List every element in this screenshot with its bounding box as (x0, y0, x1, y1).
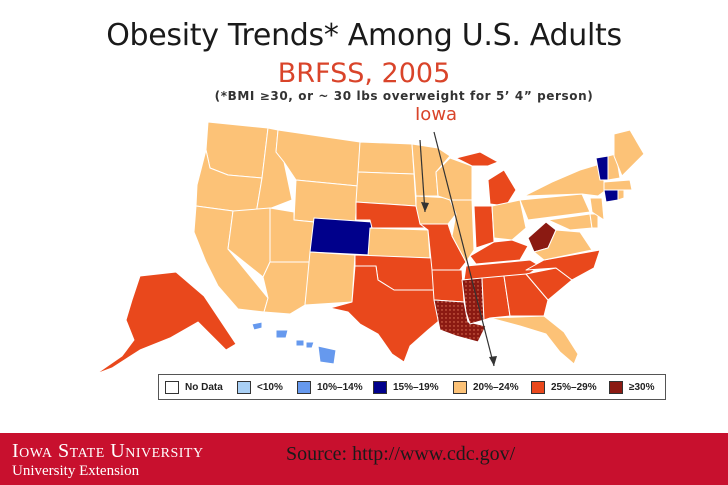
bmi-note: (*BMI ≥30, or ~ 30 lbs overweight for 5’… (214, 89, 594, 103)
legend-item-ge30: ≥30% (609, 379, 655, 395)
state-north-dakota (357, 141, 415, 175)
state-montana (275, 129, 361, 187)
legend-swatch (531, 380, 545, 394)
legend-swatch (237, 380, 251, 394)
legend-swatch (373, 380, 387, 394)
state-missouri (419, 223, 467, 273)
state-mississippi (461, 277, 485, 325)
iowa-callout-label: Iowa (415, 104, 458, 125)
state-colorado (309, 217, 373, 256)
state-delaware (589, 213, 599, 229)
legend-item-25-29: 25%–29% (531, 379, 597, 395)
legend-label: 15%–19% (393, 381, 439, 393)
state-florida (489, 315, 579, 365)
state-south-dakota (355, 171, 417, 207)
institution-name: Iowa State University (12, 440, 204, 462)
source-citation: Source: http://www.cdc.gov/ (286, 443, 516, 465)
legend-label: ≥30% (629, 381, 655, 393)
state-alabama (481, 275, 511, 321)
state-georgia (503, 273, 549, 317)
state-pennsylvania (519, 193, 591, 221)
legend-swatch (609, 380, 623, 394)
state-arizona (262, 261, 311, 315)
state-maine (613, 129, 645, 177)
map-legend: No Data <10% 10%–14% 15%–19% 20%–24% 25%… (158, 374, 666, 400)
legend-item-lt10: <10% (237, 379, 283, 395)
state-texas (329, 265, 441, 363)
state-hawaii (251, 321, 337, 365)
iowa-callout-arrows (419, 131, 495, 367)
legend-label: 25%–29% (551, 381, 597, 393)
state-indiana (473, 205, 495, 249)
legend-item-20-24: 20%–24% (453, 379, 519, 395)
legend-label: No Data (185, 381, 223, 393)
state-michigan (455, 151, 517, 207)
state-virginia (533, 229, 593, 261)
state-ohio (491, 199, 527, 241)
legend-item-15-19: 15%–19% (373, 379, 439, 395)
footer-bar: Iowa State University University Extensi… (0, 433, 728, 485)
legend-swatch (453, 380, 467, 394)
extension-name: University Extension (12, 463, 140, 479)
legend-item-10-14: 10%–14% (297, 379, 363, 395)
legend-label: 10%–14% (317, 381, 363, 393)
state-kansas (367, 227, 431, 259)
state-arkansas (431, 269, 465, 303)
legend-label: <10% (257, 381, 283, 393)
slide-title: Obesity Trends* Among U.S. Adults (106, 18, 622, 53)
legend-item-no-data: No Data (165, 379, 223, 395)
state-massachusetts (603, 179, 633, 191)
slide-subtitle: BRFSS, 2005 (277, 58, 451, 89)
state-new-jersey (589, 197, 605, 221)
state-new-mexico (304, 251, 356, 306)
state-new-york (523, 163, 607, 197)
legend-swatch (165, 380, 179, 394)
state-rhode-island (617, 189, 625, 201)
legend-swatch (297, 380, 311, 394)
state-alaska (95, 271, 237, 375)
legend-label: 20%–24% (473, 381, 519, 393)
state-connecticut (603, 189, 619, 203)
state-kentucky (469, 239, 529, 265)
